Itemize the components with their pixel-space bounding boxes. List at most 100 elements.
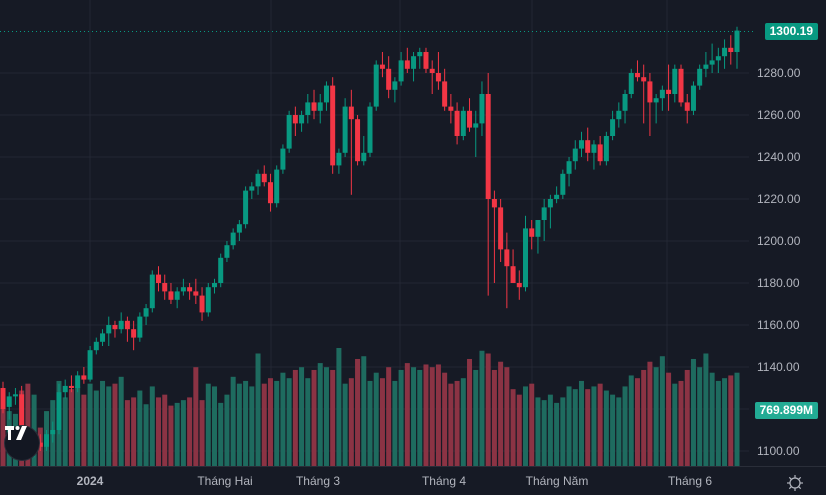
volume-bar [174,402,180,466]
candle [392,77,398,103]
candle [641,64,647,124]
tradingview-logo-icon [5,426,27,440]
volume-bar [672,383,678,466]
candle [672,64,678,103]
candle [112,320,118,338]
volume-bar [199,400,205,466]
candle [12,388,18,405]
candle [560,169,566,199]
candle [628,68,634,99]
candle [6,392,12,420]
gear-icon[interactable] [786,474,804,492]
volume-bar [504,367,510,466]
volume-bar [81,394,87,466]
volume-bar [715,380,721,466]
time-tick-label: Tháng Năm [525,474,589,488]
candle [62,379,68,399]
volume-bar [460,378,466,466]
volume-bar [728,375,734,466]
candle [703,52,709,78]
volume-bar [491,369,497,466]
candle [274,165,280,208]
volume-bar [479,350,485,466]
candle [585,127,591,162]
volume-bar [616,397,622,466]
candle [404,47,410,73]
volume-bar [435,364,441,466]
candle [330,77,336,174]
candle [193,278,199,304]
candle [68,375,74,393]
candle [323,81,329,111]
volume-bar [62,397,68,466]
candle [634,60,640,82]
candle [386,56,392,99]
volume-bar [118,376,124,466]
candle [187,283,193,300]
volume-bar [684,369,690,466]
volume-bar [168,405,174,466]
candle [697,64,703,90]
volume-bar [678,380,684,466]
candle [267,173,273,212]
volume-bar [249,386,255,466]
candle [174,287,180,309]
volume-bar [162,394,168,466]
candle [162,274,168,300]
candle [299,110,305,132]
candle [572,140,578,170]
candle [224,241,230,262]
candle [311,89,317,120]
volume-bar [187,397,193,466]
volume-bar [585,389,591,466]
volume-bar [342,383,348,466]
volume-bar [211,386,217,466]
volume-bar [373,372,379,466]
volume-bar [647,361,653,466]
candle [442,68,448,111]
candle [479,81,485,136]
volume-bar [622,386,628,466]
candle [734,26,740,69]
volume-bar [112,383,118,466]
volume-bar [280,372,286,466]
candle [448,94,454,124]
volume-bar [398,369,404,466]
candle [230,228,236,250]
candle [243,186,249,229]
time-tick-label: Tháng 4 [421,474,467,488]
volume-bar [230,376,236,466]
volume-bar [286,378,292,466]
volume-bar [311,369,317,466]
tradingview-logo[interactable] [4,425,40,461]
candle [236,220,242,241]
volume-bar [379,378,385,466]
volume-bar [690,358,696,466]
volume-bar [429,367,435,466]
candle [37,434,43,451]
candle [722,39,728,69]
volume-bar [535,397,541,466]
volume-bar [467,358,473,466]
candle [56,383,62,435]
price-tick-label: 1240.00 [757,150,801,164]
candle [305,94,311,124]
candle [106,316,112,346]
candle [690,81,696,115]
last-price-badge: 1300.19 [764,23,818,40]
candle [554,186,560,204]
candle [454,102,460,145]
volume-bar [348,378,354,466]
candle [659,85,665,111]
volume-bar [236,383,242,466]
candle [678,64,684,107]
volume-bar [597,383,603,466]
volume-bar [659,356,665,466]
volume-bar [510,389,516,466]
price-tick-label: 1260.00 [757,108,801,122]
candle [50,421,56,443]
volume-bar [0,404,6,466]
